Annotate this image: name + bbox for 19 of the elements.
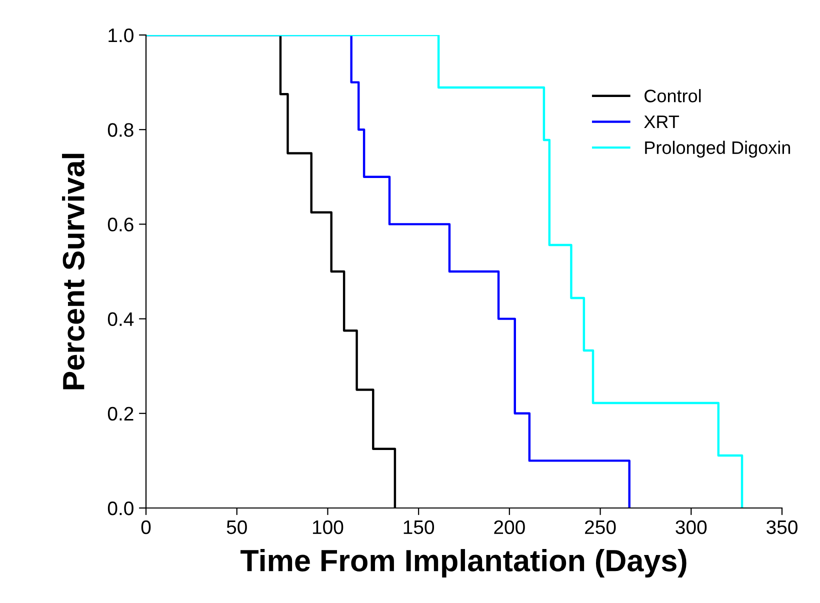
x-tick-label: 200 [494, 520, 525, 534]
y-tick-label: 0.4 [108, 312, 134, 326]
x-tick-label: 50 [226, 520, 247, 534]
x-tick-label: 100 [312, 520, 344, 534]
x-tick-label: 150 [404, 520, 434, 534]
legend-label: XRT [644, 116, 680, 128]
y-tick-label: 1.0 [108, 28, 134, 42]
x-tick-label: 300 [676, 520, 707, 534]
y-tick-label: 0.6 [108, 218, 134, 232]
x-tick-label: 0 [141, 520, 151, 534]
x-axis-title: Time From Implantation (Days) [240, 549, 686, 578]
x-tick-label: 250 [585, 520, 616, 534]
y-axis-title: Percent Survival [62, 154, 84, 390]
y-tick-label: 0.8 [108, 123, 134, 137]
legend-label: Prolonged Digoxin [645, 140, 790, 158]
legend-label: Control [644, 89, 701, 102]
x-tick-label: 350 [766, 520, 798, 534]
y-tick-label: 0.2 [108, 406, 134, 421]
y-tick-label: 0.0 [108, 501, 134, 516]
